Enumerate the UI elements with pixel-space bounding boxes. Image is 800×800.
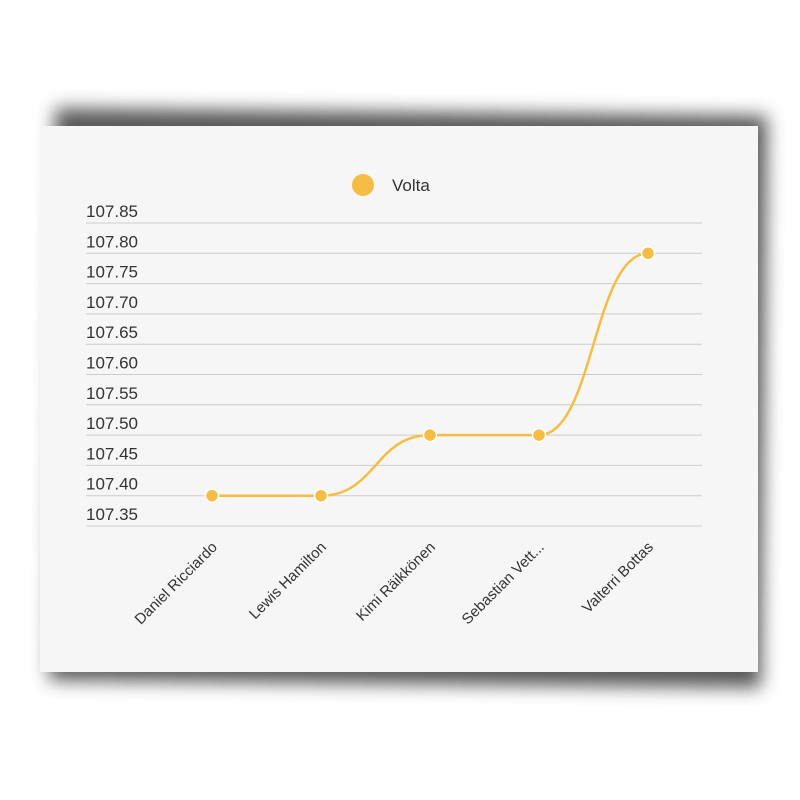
legend-label: Volta <box>392 176 430 195</box>
x-axis: Daniel Ricciardo Lewis Hamilton Kimi Räikk… <box>132 539 657 628</box>
y-tick-label: 107.75 <box>86 263 138 282</box>
y-tick-label: 107.35 <box>86 505 138 524</box>
grid <box>86 222 702 527</box>
x-tick-label: Sebastian Vett... <box>459 539 548 628</box>
y-tick-label: 107.65 <box>86 323 138 342</box>
y-tick-label: 107.40 <box>86 475 138 494</box>
y-tick-label: 107.45 <box>86 444 138 463</box>
x-tick-label: Lewis Hamilton <box>246 539 330 623</box>
y-tick-label: 107.85 <box>86 202 138 221</box>
y-tick-label: 107.50 <box>86 414 138 433</box>
x-tick-label: Daniel Ricciardo <box>132 539 221 628</box>
data-point[interactable] <box>531 427 547 443</box>
x-tick-label: Kimi Räikkönen <box>353 539 439 625</box>
data-point[interactable] <box>204 488 220 503</box>
x-tick-label: Valterri Bottas <box>579 539 657 617</box>
data-point[interactable] <box>313 488 329 503</box>
y-axis: 107.35 107.40 107.45 107.50 107.55 107.60 107.… <box>86 202 138 524</box>
data-points <box>204 246 656 503</box>
y-tick-label: 107.80 <box>86 232 138 251</box>
legend-swatch <box>352 174 374 196</box>
chart-card <box>40 126 758 672</box>
y-tick-label: 107.55 <box>86 384 138 403</box>
series-line-volta <box>211 252 649 497</box>
y-tick-label: 107.70 <box>86 293 138 312</box>
legend: Volta <box>352 174 430 196</box>
y-tick-label: 107.60 <box>86 354 138 373</box>
data-point[interactable] <box>422 427 438 443</box>
data-point[interactable] <box>640 246 656 261</box>
